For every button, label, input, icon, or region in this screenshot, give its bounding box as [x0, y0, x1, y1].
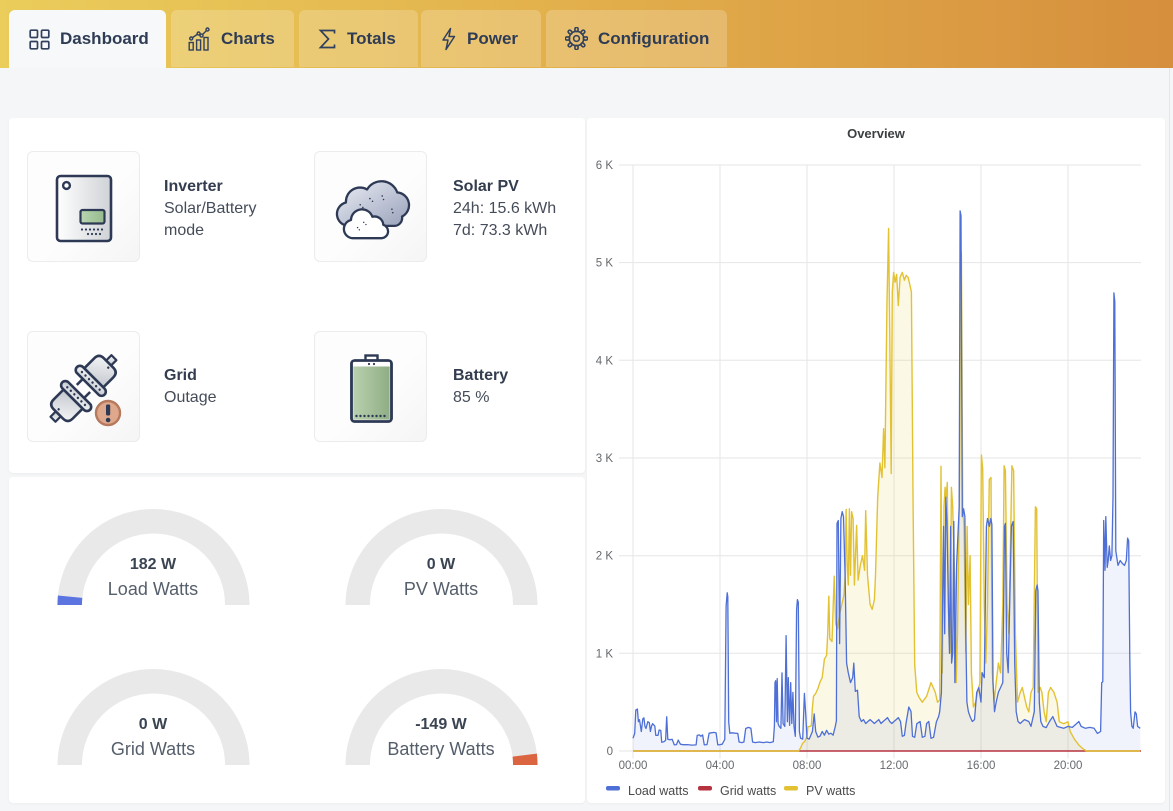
svg-text:08:00: 08:00: [793, 760, 822, 772]
svg-text:2 K: 2 K: [596, 551, 614, 563]
svg-text:4 K: 4 K: [596, 355, 614, 367]
svg-text:6 K: 6 K: [596, 160, 614, 172]
svg-text:16:00: 16:00: [967, 760, 996, 772]
svg-text:Overview: Overview: [847, 126, 906, 141]
svg-text:20:00: 20:00: [1054, 760, 1083, 772]
svg-text:PV watts: PV watts: [806, 784, 855, 798]
svg-text:04:00: 04:00: [706, 760, 735, 772]
svg-text:12:00: 12:00: [880, 760, 909, 772]
svg-text:00:00: 00:00: [619, 760, 648, 772]
svg-text:3 K: 3 K: [596, 453, 614, 465]
svg-text:0: 0: [607, 746, 613, 758]
svg-text:Load watts: Load watts: [628, 784, 688, 798]
svg-text:5 K: 5 K: [596, 258, 614, 270]
svg-text:1 K: 1 K: [596, 648, 614, 660]
svg-text:Grid watts: Grid watts: [720, 784, 776, 798]
